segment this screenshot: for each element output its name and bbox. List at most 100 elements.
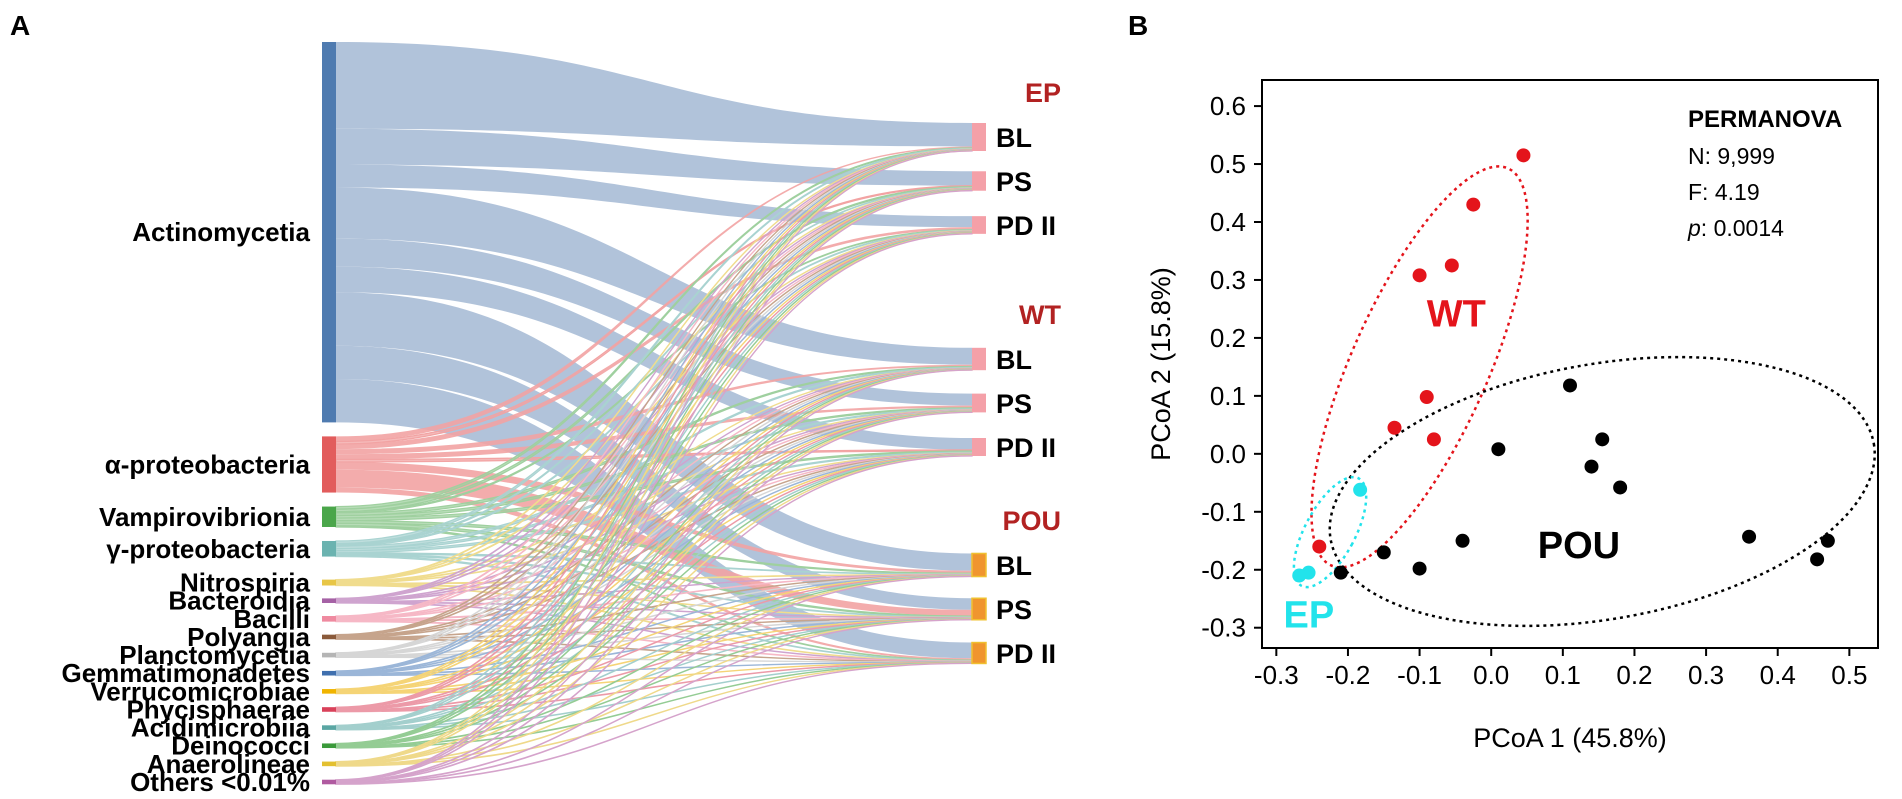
point-pou xyxy=(1412,561,1427,576)
source-label-bacteroidia: Bacteroidia xyxy=(168,586,310,616)
permanova-p: p: 0.0014 xyxy=(1687,215,1784,241)
source-node-proteobacteria xyxy=(322,540,336,557)
source-label-bacilli: Bacilli xyxy=(233,604,310,634)
source-node-vampirovibrionia xyxy=(322,506,336,527)
sankey-target-nodes xyxy=(971,123,987,665)
point-pou xyxy=(1820,533,1835,548)
flow-proteobacteria-to-4 xyxy=(336,405,972,460)
y-tick-label: 0.1 xyxy=(1210,381,1246,411)
flow-proteobacteria-to-0 xyxy=(336,146,972,442)
source-label-proteobacteria: α-proteobacteria xyxy=(105,449,311,479)
source-node-bacteroidia xyxy=(322,598,336,603)
target-label-ep-bl: BL xyxy=(996,123,1032,153)
source-node-gemmatimonadetes xyxy=(322,670,336,676)
point-wt xyxy=(1412,268,1427,283)
sankey-labels: Actinomycetia α-proteobacteria Vampirovibr… xyxy=(61,78,1061,797)
target-label-wt-pd-ii: PD II xyxy=(996,433,1056,463)
target-node-pou-bl xyxy=(971,552,987,578)
y-tick-label: 0.6 xyxy=(1210,91,1246,121)
source-label-verrucomicrobiae: Verrucomicrobiae xyxy=(90,676,310,706)
cluster-label-ep: EP xyxy=(1283,595,1334,637)
point-ep xyxy=(1353,482,1368,497)
x-tick-label: 0.2 xyxy=(1616,660,1652,690)
flow-actinomycetia-to-7 xyxy=(336,345,972,610)
y-tick-label: 0.3 xyxy=(1210,265,1246,295)
flow-actinomycetia-to-4 xyxy=(336,238,972,406)
target-label-ep-ps: PS xyxy=(996,167,1032,197)
point-pou xyxy=(1595,432,1610,447)
y-tick-label: -0.1 xyxy=(1201,497,1246,527)
flow-others-0-01-to-3 xyxy=(335,369,973,783)
ellipses xyxy=(1292,165,1876,628)
target-node-wt-bl xyxy=(972,347,986,371)
ellipse-pou xyxy=(1328,355,1876,628)
group-label-ep: EP xyxy=(1025,78,1061,108)
x-tick-label: -0.2 xyxy=(1326,660,1371,690)
group-labels: WT POU EP xyxy=(1283,293,1620,636)
point-pou xyxy=(1810,552,1825,567)
point-wt xyxy=(1419,390,1434,405)
source-label-actinomycetia: Actinomycetia xyxy=(132,217,310,247)
y-tick-label: -0.3 xyxy=(1201,613,1246,643)
y-axis-title: PCoA 2 (15.8%) xyxy=(1146,267,1176,461)
ellipse-ep xyxy=(1292,475,1368,589)
source-node-verrucomicrobiae xyxy=(322,689,336,694)
source-label-others-0-01: Others <0.01% xyxy=(130,767,310,797)
sankey-diagram: Actinomycetia α-proteobacteria Vampirovibr… xyxy=(61,42,1061,797)
x-tick-label: 0.4 xyxy=(1760,660,1796,690)
flow-actinomycetia-to-1 xyxy=(336,128,972,186)
sankey-flows xyxy=(335,42,973,785)
x-tick-label: 0.0 xyxy=(1473,660,1509,690)
point-wt xyxy=(1426,432,1441,447)
panel-letter-a: A xyxy=(10,10,30,41)
source-node-acidimicrobiia xyxy=(322,725,336,730)
target-label-wt-bl: BL xyxy=(996,345,1032,375)
y-tick-label: 0.0 xyxy=(1210,439,1246,469)
target-node-ep-pd-ii xyxy=(972,216,986,234)
source-label-planctomycetia: Planctomycetia xyxy=(119,640,310,670)
source-label-polyangia: Polyangia xyxy=(187,622,310,652)
point-pou xyxy=(1584,459,1599,474)
source-node-actinomycetia xyxy=(322,42,336,423)
pcoa-plot: -0.3 -0.2 -0.1 0.0 0.1 0.2 0.3 0.4 0.5 0.6 0.5 0.4 0… xyxy=(1146,79,1879,753)
point-pou xyxy=(1376,545,1391,560)
target-node-ep-ps xyxy=(972,171,986,191)
cluster-label-pou: POU xyxy=(1538,525,1620,567)
point-pou xyxy=(1491,442,1506,457)
sankey-source-nodes xyxy=(322,42,336,785)
source-node-nitrospiria xyxy=(322,579,336,586)
x-axis-title: PCoA 1 (45.8%) xyxy=(1473,723,1667,753)
x-tick-label: 0.3 xyxy=(1688,660,1724,690)
x-tick-label: 0.5 xyxy=(1831,660,1867,690)
flow-actinomycetia-to-0 xyxy=(336,42,972,147)
point-wt xyxy=(1312,539,1327,554)
source-node-phycisphaerae xyxy=(322,707,336,712)
source-node-anaerolineae xyxy=(322,761,336,767)
source-node-polyangia xyxy=(322,634,336,640)
point-wt xyxy=(1387,420,1402,435)
target-label-ep-pd-ii: PD II xyxy=(996,211,1056,241)
target-label-wt-ps: PS xyxy=(996,389,1032,419)
flow-actinomycetia-to-5 xyxy=(336,266,972,450)
y-tick-label: 0.5 xyxy=(1210,149,1246,179)
permanova-n: N: 9,999 xyxy=(1688,143,1775,169)
target-node-ep-bl xyxy=(972,123,986,151)
ellipse-wt xyxy=(1310,165,1529,569)
target-label-pou-bl: BL xyxy=(996,551,1032,581)
source-label-nitrospiria: Nitrospiria xyxy=(180,568,311,598)
y-tick-label: -0.2 xyxy=(1201,555,1246,585)
source-label-acidimicrobiia: Acidimicrobiia xyxy=(131,713,311,743)
source-label-gemmatimonadetes: Gemmatimonadetes xyxy=(61,658,310,688)
target-node-pou-ps xyxy=(971,597,987,621)
source-node-bacilli xyxy=(322,616,336,622)
x-tick-label: 0.1 xyxy=(1545,660,1581,690)
target-node-wt-ps xyxy=(972,393,986,413)
x-tick-label: -0.3 xyxy=(1254,660,1299,690)
source-node-others-0-01 xyxy=(322,779,336,785)
target-node-pou-pd-ii xyxy=(971,641,987,665)
point-wt xyxy=(1516,148,1531,163)
point-pou xyxy=(1333,565,1348,580)
axes: -0.3 -0.2 -0.1 0.0 0.1 0.2 0.3 0.4 0.5 0.6 0.5 0.4 0… xyxy=(1201,91,1867,690)
